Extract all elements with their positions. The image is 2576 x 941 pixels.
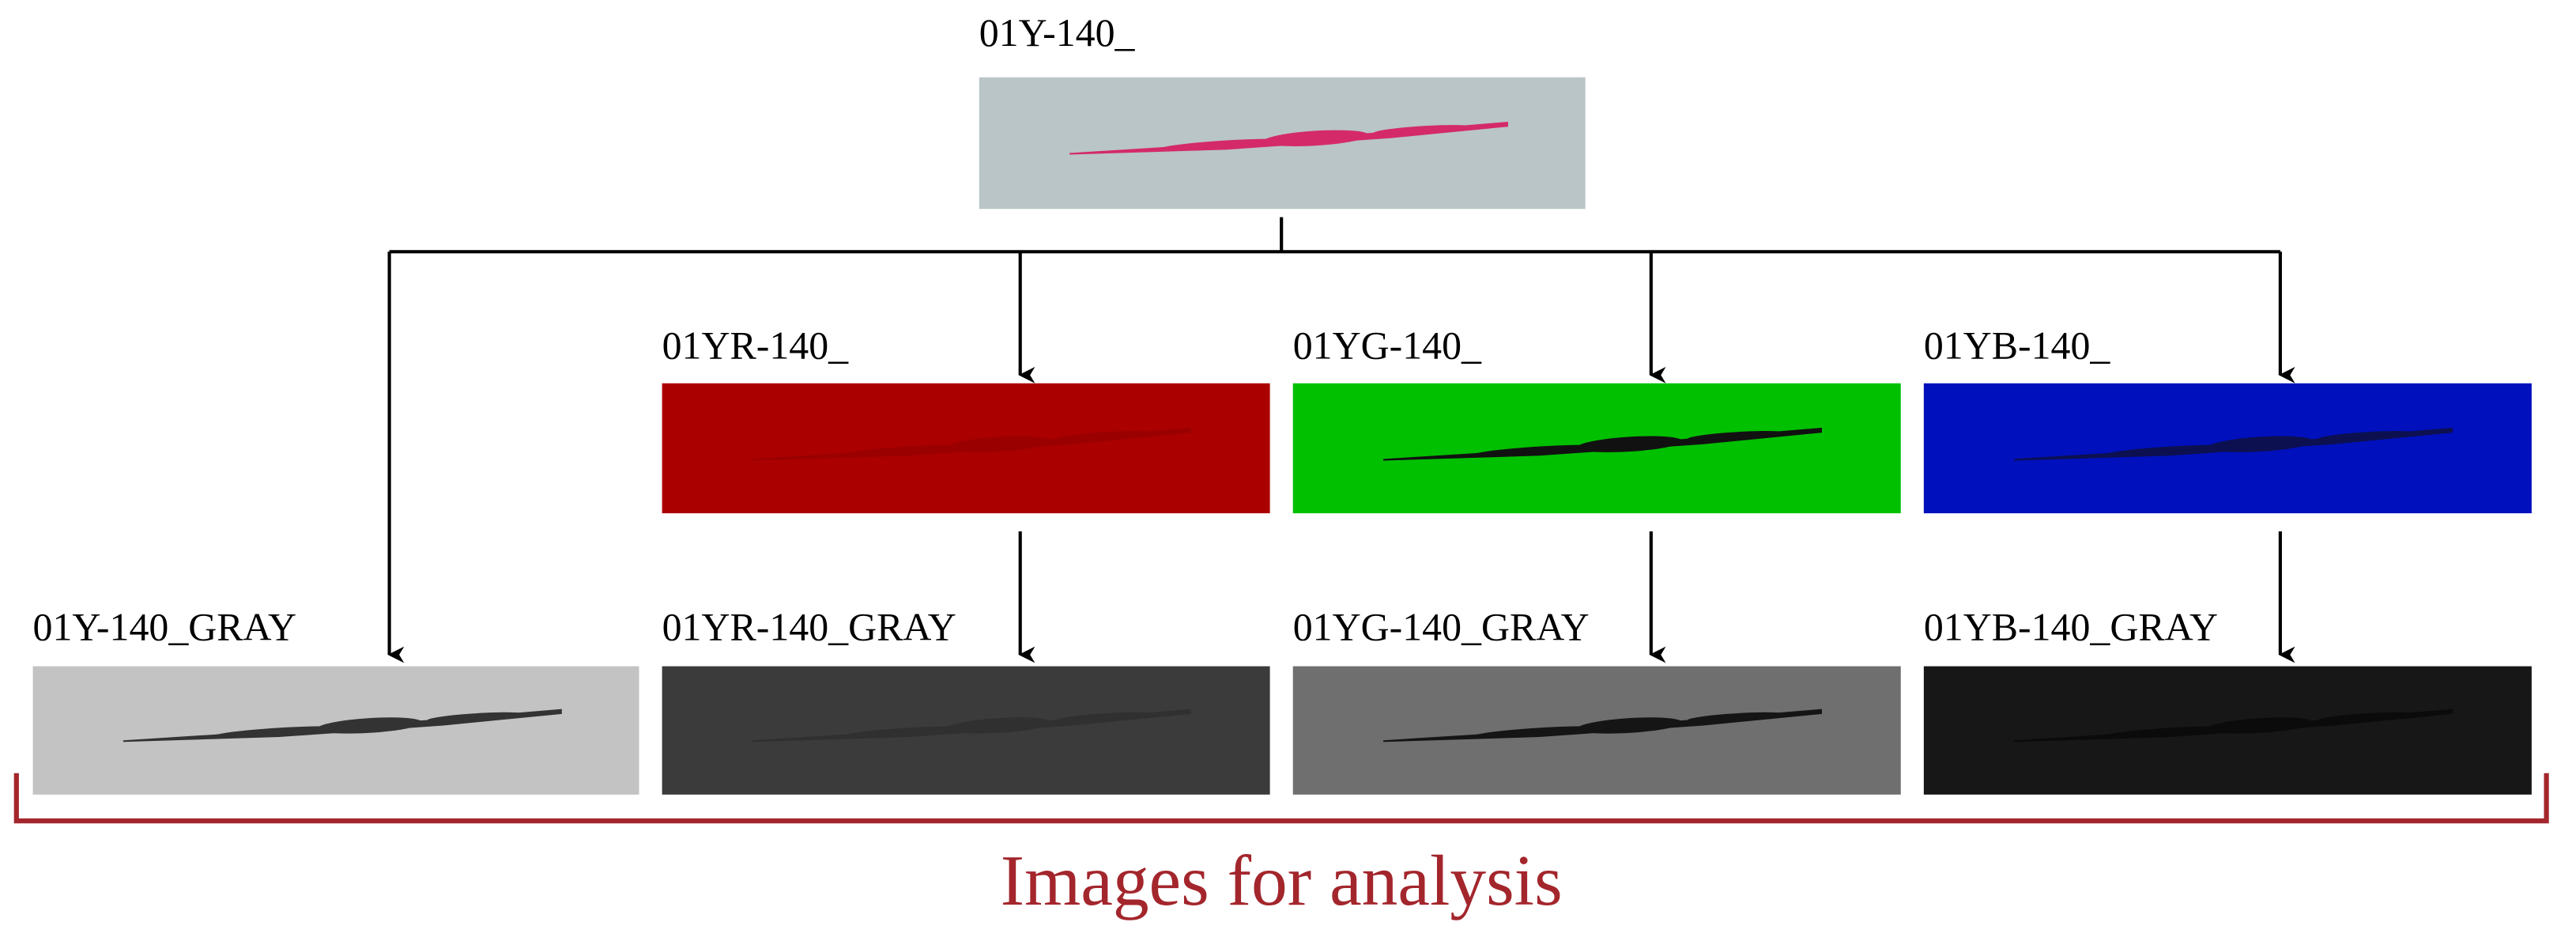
caption: Images for analysis <box>1001 840 1563 920</box>
image-label: 01YB-140_ <box>1924 324 2111 368</box>
connectors <box>387 217 2295 663</box>
image-label: 01Y-140_ <box>979 11 1136 55</box>
image-label: 01YR-140_GRAY <box>662 605 956 648</box>
image-label: 01YB-140_GRAY <box>1924 605 2218 648</box>
image-label: 01Y-140_GRAY <box>33 605 296 648</box>
image-label: 01YG-140_ <box>1293 324 1482 368</box>
bracket <box>13 773 2549 824</box>
image-label: 01YG-140_GRAY <box>1293 605 1590 648</box>
image-label: 01YR-140_ <box>662 324 850 368</box>
